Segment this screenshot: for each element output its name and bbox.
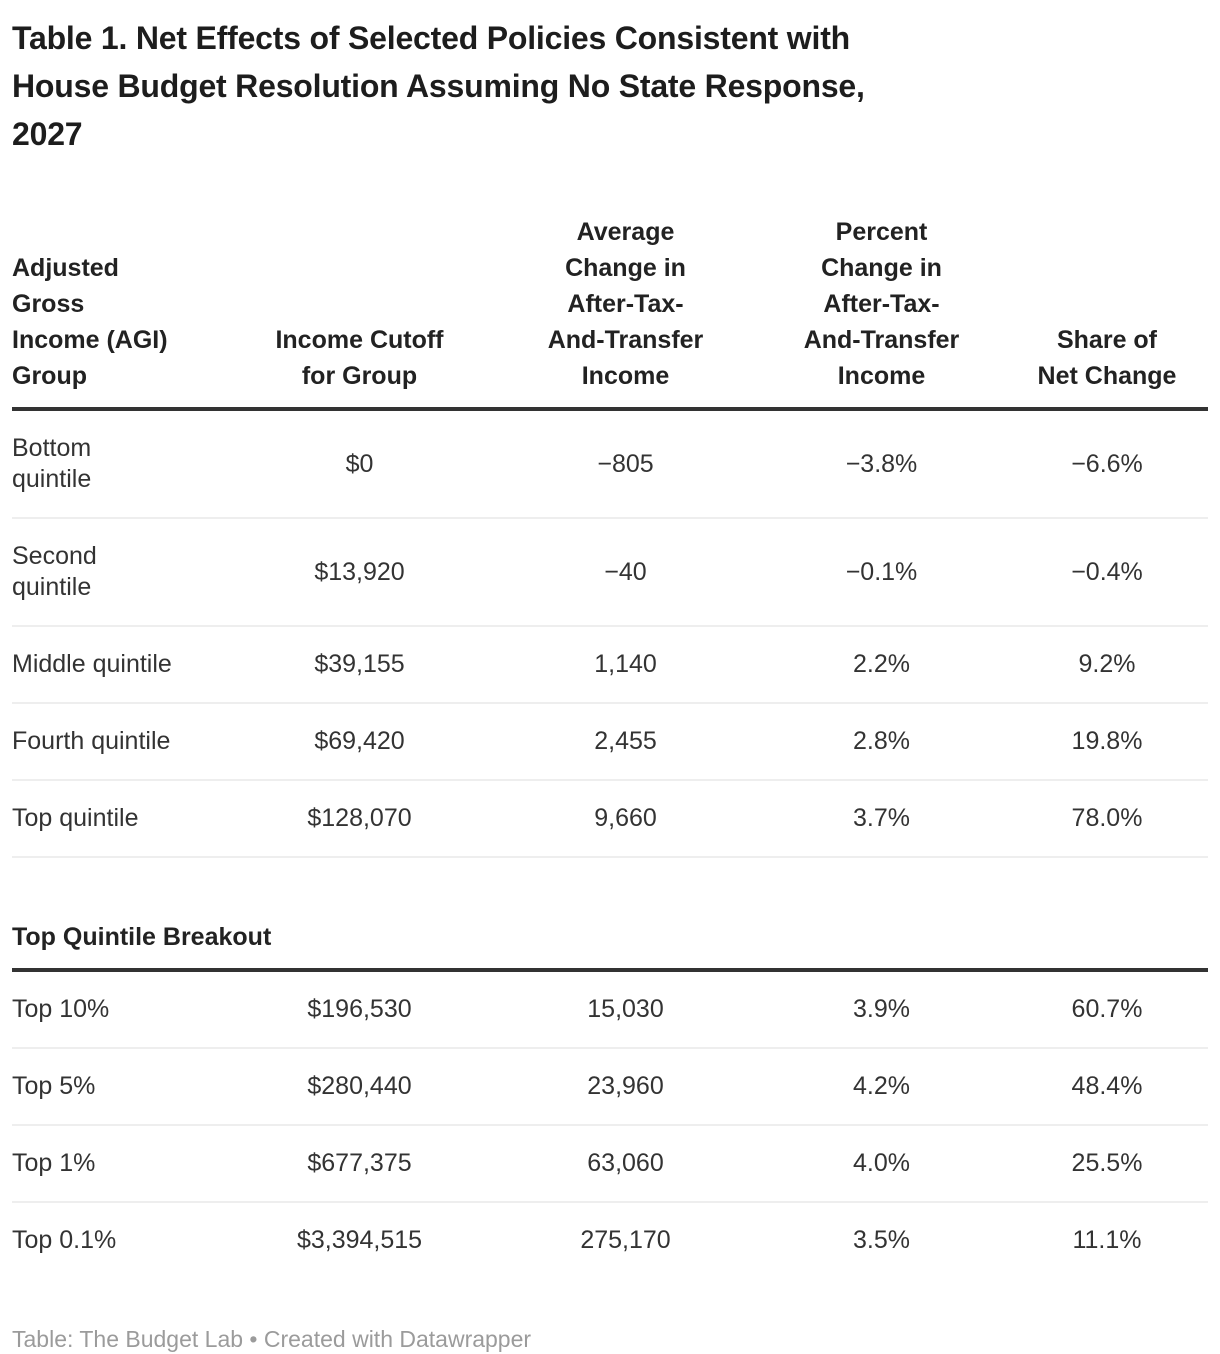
- cell-group: Middle quintile: [12, 626, 225, 704]
- cell-pct-change: 4.2%: [757, 1048, 1006, 1126]
- cell-pct-change: −3.8%: [757, 409, 1006, 519]
- cell-group: Bottom quintile: [12, 409, 225, 519]
- column-header-agi-group: Adjusted Gross Income (AGI) Group: [12, 214, 225, 411]
- cell-pct-change: 3.9%: [757, 970, 1006, 1049]
- cell-group: Top 1%: [12, 1125, 225, 1203]
- table-row: Middle quintile $39,155 1,140 2.2% 9.2%: [12, 626, 1208, 704]
- cell-share: 48.4%: [1006, 1048, 1208, 1126]
- cell-avg-change: −805: [494, 409, 757, 519]
- cell-share: −6.6%: [1006, 409, 1208, 519]
- section-header-label: Top Quintile Breakout: [12, 857, 1208, 972]
- cell-avg-change: −40: [494, 518, 757, 627]
- cell-share: 60.7%: [1006, 970, 1208, 1049]
- header-row: Adjusted Gross Income (AGI) Group Income…: [12, 214, 1208, 411]
- page-title: Table 1. Net Effects of Selected Policie…: [12, 20, 865, 152]
- cell-cutoff: $69,420: [225, 703, 494, 781]
- policy-effects-table: Adjusted Gross Income (AGI) Group Income…: [12, 214, 1208, 1278]
- cell-pct-change: −0.1%: [757, 518, 1006, 627]
- cell-cutoff: $196,530: [225, 970, 494, 1049]
- cell-share: 9.2%: [1006, 626, 1208, 704]
- cell-group: Top 10%: [12, 970, 225, 1049]
- cell-avg-change: 1,140: [494, 626, 757, 704]
- column-header-income-cutoff: Income Cutoff for Group: [225, 214, 494, 411]
- cell-group: Second quintile: [12, 518, 225, 627]
- cell-pct-change: 2.2%: [757, 626, 1006, 704]
- cell-avg-change: 23,960: [494, 1048, 757, 1126]
- table-row: Top quintile $128,070 9,660 3.7% 78.0%: [12, 780, 1208, 858]
- column-header-percent-change: Percent Change in After-Tax- And-Transfe…: [757, 214, 1006, 411]
- table-row: Top 1% $677,375 63,060 4.0% 25.5%: [12, 1125, 1208, 1203]
- cell-avg-change: 275,170: [580, 1226, 671, 1254]
- cell-share: 11.1%: [1072, 1226, 1142, 1254]
- cell-cutoff: $677,375: [225, 1125, 494, 1203]
- table-row: Top 5% $280,440 23,960 4.2% 48.4%: [12, 1048, 1208, 1126]
- section-header-row: Top Quintile Breakout: [12, 857, 1208, 972]
- attribution-footer: Table: The Budget Lab • Created with Dat…: [12, 1326, 532, 1352]
- cell-cutoff: $128,070: [225, 780, 494, 858]
- table-row: Second quintile $13,920 −40 −0.1% −0.4%: [12, 518, 1208, 627]
- cell-pct-change: 2.8%: [757, 703, 1006, 781]
- cell-avg-change: 15,030: [494, 970, 757, 1049]
- cell-share: −0.4%: [1006, 518, 1208, 627]
- cell-pct-change: 4.0%: [757, 1125, 1006, 1203]
- cell-share: 78.0%: [1006, 780, 1208, 858]
- cell-avg-change: 63,060: [494, 1125, 757, 1203]
- cell-cutoff: $0: [225, 409, 494, 519]
- column-header-share-net-change: Share of Net Change: [1006, 214, 1208, 411]
- cell-cutoff: $13,920: [225, 518, 494, 627]
- cell-pct-change: 3.7%: [757, 780, 1006, 858]
- table-row: Bottom quintile $0 −805 −3.8% −6.6%: [12, 409, 1208, 519]
- cell-pct-change: 3.5%: [853, 1226, 910, 1254]
- table-header: Adjusted Gross Income (AGI) Group Income…: [12, 214, 1208, 411]
- cell-group: Top 0.1%: [12, 1226, 117, 1254]
- cell-cutoff: $3,394,515: [296, 1226, 423, 1254]
- cell-share: 19.8%: [1006, 703, 1208, 781]
- table-row: Fourth quintile $69,420 2,455 2.8% 19.8%: [12, 703, 1208, 781]
- cell-group: Fourth quintile: [12, 703, 225, 781]
- table-row: Top 0.1% $3,394,515 275,170 3.5% 11.1%: [12, 1202, 1208, 1278]
- cell-avg-change: 9,660: [494, 780, 757, 858]
- cell-share: 25.5%: [1006, 1125, 1208, 1203]
- cell-cutoff: $280,440: [225, 1048, 494, 1126]
- cell-group: Top quintile: [12, 780, 225, 858]
- cell-group: Top 5%: [12, 1048, 225, 1126]
- table-row: Top 10% $196,530 15,030 3.9% 60.7%: [12, 970, 1208, 1049]
- column-header-average-change: Average Change in After-Tax- And-Transfe…: [494, 214, 757, 411]
- cell-cutoff: $39,155: [225, 626, 494, 704]
- table-body: Bottom quintile $0 −805 −3.8% −6.6% Seco…: [12, 409, 1208, 1278]
- cell-avg-change: 2,455: [494, 703, 757, 781]
